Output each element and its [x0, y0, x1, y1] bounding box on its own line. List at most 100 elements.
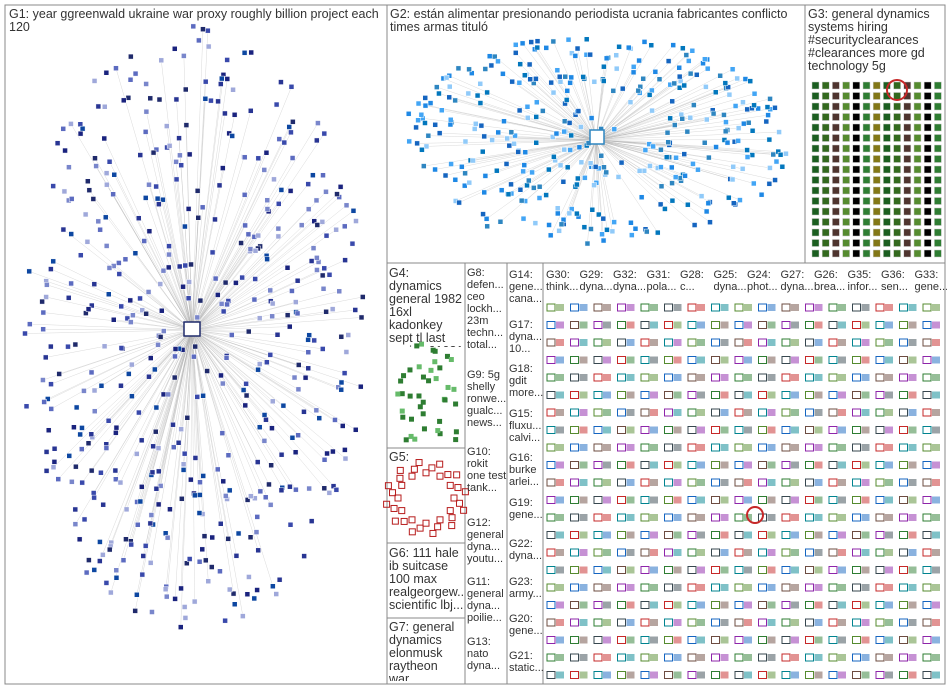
g1-node [269, 313, 275, 320]
g2-node [567, 80, 573, 86]
grid-node [805, 566, 814, 574]
g2-node [601, 164, 607, 170]
g3-node [923, 197, 932, 205]
grid-node [922, 548, 932, 557]
g3-node [821, 155, 830, 163]
g2-node [588, 226, 594, 232]
grid-node [767, 671, 776, 679]
g2-edge [595, 139, 754, 184]
grid-node [720, 479, 729, 486]
g1-node [66, 164, 72, 170]
g2-node [712, 89, 719, 96]
grid-node [805, 303, 814, 312]
g1-node [185, 295, 192, 301]
grid-node [697, 636, 705, 644]
grid-node [617, 461, 626, 469]
g2-node [770, 151, 777, 158]
g1-edge [191, 78, 222, 331]
g2-node [481, 133, 487, 140]
g1-node [112, 467, 119, 474]
g2-node [690, 161, 696, 167]
g3-node [913, 165, 922, 174]
g1-node [311, 337, 317, 344]
grid-node [852, 461, 861, 469]
grid-node [767, 531, 776, 539]
g2-edge [449, 97, 597, 141]
grid-node [720, 321, 729, 329]
g3-node [903, 176, 912, 184]
small-group-label: G26: brea... [814, 269, 846, 293]
grid-node [593, 426, 603, 434]
g4-node [420, 399, 426, 405]
g1-node [276, 136, 283, 142]
g5-node [444, 471, 452, 479]
g2-node [732, 103, 739, 109]
g1-edge [158, 329, 193, 472]
grid-node [664, 618, 673, 627]
grid-node [546, 426, 556, 434]
grid-node [791, 409, 799, 416]
g2-node [495, 58, 501, 65]
g4-node [420, 374, 426, 380]
g2-node [515, 149, 521, 155]
grid-node [603, 391, 611, 399]
grid-node [908, 566, 917, 574]
g1-node [48, 343, 54, 350]
g2-node [478, 122, 485, 129]
grid-node [791, 339, 799, 346]
g1-node [165, 264, 172, 271]
g2-node [564, 164, 571, 171]
g1-node [60, 126, 66, 132]
grid-node [640, 443, 650, 452]
g1-node [241, 50, 248, 56]
grid-node [758, 653, 767, 662]
g1-node [333, 226, 339, 233]
grid-node [885, 426, 893, 434]
g2-edge [595, 139, 608, 230]
g2-node [744, 106, 750, 113]
grid-node [838, 374, 846, 381]
grid-node [767, 444, 776, 451]
g1-node [222, 110, 228, 117]
grid-node [579, 531, 588, 539]
grid-node [711, 513, 720, 522]
g3-node [821, 218, 830, 226]
g1-edge [191, 255, 267, 331]
grid-node [781, 583, 791, 592]
grid-node [626, 409, 635, 416]
g3-node [883, 239, 891, 247]
grid-node [805, 356, 814, 364]
g1-node [205, 578, 212, 584]
g1-node [332, 417, 338, 423]
g1-node [248, 49, 254, 56]
g3-node [893, 123, 901, 132]
grid-node [687, 548, 697, 557]
grid-node [556, 671, 564, 679]
g2-node [636, 57, 642, 64]
g1-node [85, 178, 91, 184]
g2-node [749, 128, 756, 134]
g2-node [676, 73, 683, 80]
g1-node [261, 167, 268, 173]
g2-node [520, 168, 526, 175]
grid-node [767, 374, 776, 381]
g3-node [913, 186, 922, 195]
g2-edge [595, 139, 680, 179]
g1-node [164, 593, 170, 600]
g1-node [308, 258, 315, 264]
grid-node [556, 409, 564, 416]
g5-node [408, 472, 416, 480]
grid-node [664, 496, 673, 504]
grid-node [570, 443, 579, 452]
grid-node [546, 321, 556, 329]
g1-node [223, 355, 230, 361]
g1-edge [94, 329, 193, 391]
grid-node [687, 513, 697, 522]
grid-node [791, 444, 799, 451]
g2-node [630, 69, 637, 76]
grid-node [744, 549, 752, 556]
grid-node [720, 549, 729, 556]
g3-node [872, 186, 881, 195]
grid-node [838, 654, 846, 661]
g2-node [555, 210, 561, 217]
